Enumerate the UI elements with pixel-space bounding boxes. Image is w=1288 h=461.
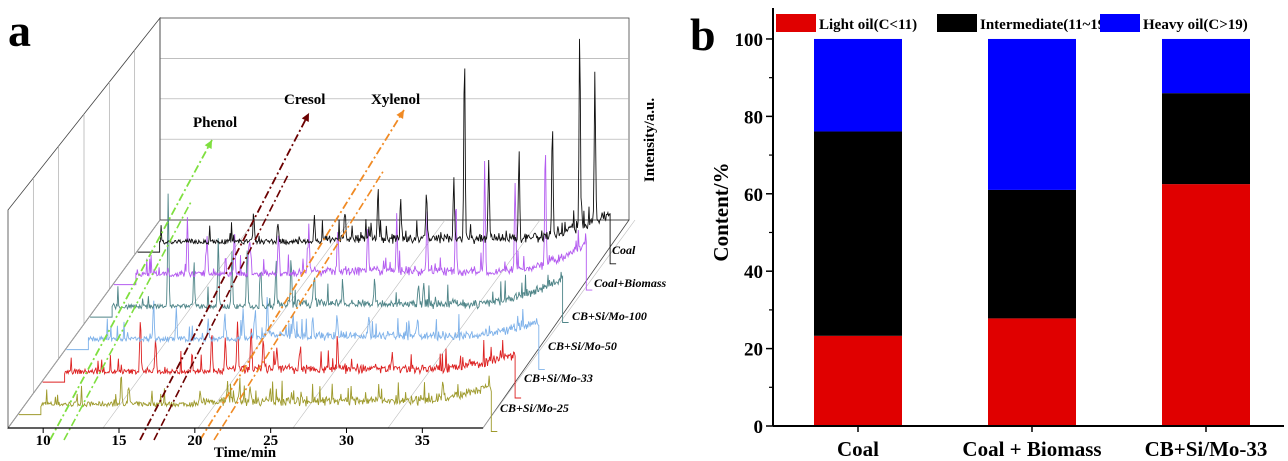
annotation-arrowhead [204,140,212,149]
panel-a-y-title: Intensity/a.u. [642,98,658,182]
legend-swatch [1100,14,1140,32]
x-tick-label: 35 [415,433,430,449]
annotation-arrowhead [301,113,309,122]
panel-a-x-ticks: 10 15 20 25 30 35 [8,427,483,449]
legend-label: Intermediate(11~19) [980,17,1110,33]
series-label: Coal+Biomass [594,276,667,290]
bar-segment [814,335,902,426]
y-tick-label: 20 [744,340,763,361]
category-label: CB+Si/Mo-33 [1145,437,1268,461]
panel-b-axes: Coal Coal + Biomass CB+Si/Mo-33 0 20 40 60 80 10… [735,8,1284,461]
panel-b-letter: b [690,9,716,60]
annotation-arrow [49,139,213,441]
y-tick-label: 60 [744,185,763,206]
panel-a-x-title: Time/min [214,445,277,461]
annotation-arrowhead [396,110,404,119]
series-label: CB+Si/Mo-25 [500,401,569,415]
floor-grid-line [292,219,446,429]
category-label: Coal [837,437,879,461]
bar-segment [988,38,1076,190]
bar-segment [1162,38,1250,94]
floor-grid-line [197,219,351,429]
category-label: Coal + Biomass [962,437,1101,461]
floor-grid-line [387,219,541,429]
floor-grid-line [7,219,161,429]
legend-swatch [937,14,977,32]
panel-a-letter: a [8,5,31,56]
annotation-label: Cresol [284,92,325,108]
annotation-arrow [199,109,405,441]
series-label: CB+Si/Mo-100 [572,309,647,323]
bar-segment [988,189,1076,319]
x-tick-label: 10 [36,433,51,449]
chromatogram-line [113,154,593,291]
panel-b-chart: b Content/% Coal Coal + Biomass CB+Si/Mo-3… [690,8,1284,461]
panel-a-annotations: Phenol Cresol Xylenol [49,92,420,441]
chromatogram-line [137,38,617,265]
chromatogram-line [42,321,522,399]
chromatogram-line [18,375,498,432]
annotation-arrow [213,169,385,441]
chromatogram-line [90,193,569,323]
x-tick-label: 15 [112,433,127,449]
annotation-label: Phenol [193,115,237,131]
chromatogram-line [66,296,545,370]
series-label: CB+Si/Mo-33 [524,371,593,385]
panel-a-series: CB+Si/Mo-25 CB+Si/Mo-33 CB+Si/Mo-50 CB+Si/M… [18,38,667,432]
annotation-arrow [63,199,193,441]
panel-b-legend: Light oil(C<11) Intermediate(11~19) Heavy … [776,14,1248,33]
bar-segment [814,38,902,132]
legend-label: Light oil(C<11) [819,17,917,33]
floor-grid-line [102,219,256,429]
panel-a-3d-frame [7,16,636,430]
bar-segment [814,131,902,336]
x-tick-label: 30 [339,433,354,449]
series-label: Coal [612,243,636,257]
y-tick-label: 100 [735,30,764,51]
annotation-arrow [139,112,310,441]
bar-segment [1162,184,1250,426]
bar-segment [988,318,1076,426]
x-tick-label: 20 [187,433,202,449]
bar-segment [1162,93,1250,185]
panel-b-y-title: Content/% [709,162,733,261]
y-tick-label: 40 [744,262,763,283]
y-tick-label: 0 [754,417,764,438]
panel-a-chart: a CB+Si/Mo-25CB+Si/Mo-33CB+Si/Mo-50CB+Si… [7,5,667,461]
annotation-label: Xylenol [371,92,420,108]
legend-swatch [776,14,816,32]
legend-label: Heavy oil(C>19) [1143,17,1248,33]
x-tick-label: 25 [263,433,278,449]
panel-b-bars [814,38,1250,426]
y-tick-label: 80 [744,107,763,128]
series-label: CB+Si/Mo-50 [548,339,617,353]
annotation-arrow [153,172,290,441]
